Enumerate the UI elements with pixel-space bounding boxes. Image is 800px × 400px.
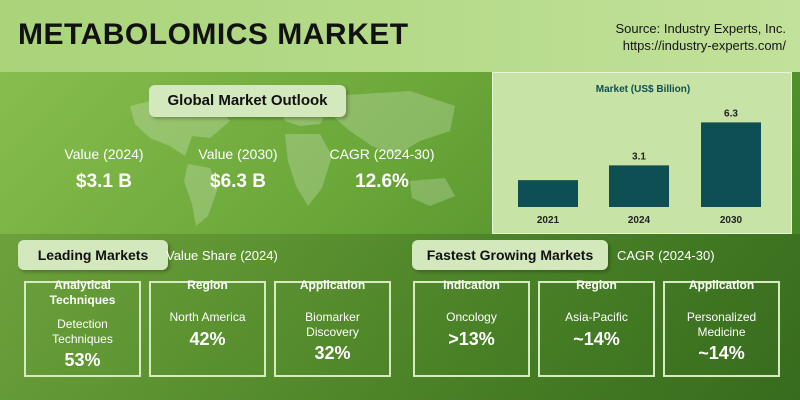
box-value: 53%: [64, 350, 101, 370]
box-text: Personalized Medicine: [686, 310, 757, 339]
box-value: 42%: [189, 329, 226, 349]
tick-label-2021: 2021: [537, 215, 560, 226]
bar-2030: [701, 122, 761, 207]
fastest-markets-sublabel: CAGR (2024-30): [617, 248, 715, 263]
box-value: >13%: [448, 329, 495, 349]
box-head: Application: [688, 278, 755, 292]
leading-markets-heading: Leading Markets: [18, 240, 168, 270]
box-text: Detection Techniques: [52, 317, 113, 346]
kpi-label: CAGR (2024-30): [329, 146, 435, 162]
fastest-markets-heading: Fastest Growing Markets: [412, 240, 608, 270]
fastest-box-application: Application Personalized Medicine ~14%: [663, 278, 780, 377]
bar-2024: [609, 165, 669, 207]
box-head: Indication: [443, 278, 500, 292]
box-text: Oncology: [446, 310, 497, 324]
leading-box-region: Region North America 42%: [149, 278, 266, 377]
box-text: Asia-Pacific: [565, 310, 628, 324]
tick-label-2024: 2024: [628, 215, 651, 226]
kpi-label: Value (2024): [64, 146, 144, 162]
box-head: Application: [299, 278, 366, 292]
header-band: [0, 0, 800, 72]
kpi-value: $3.1 B: [76, 171, 132, 192]
kpi-label: Value (2030): [198, 146, 278, 162]
leading-markets-sublabel: Value Share (2024): [166, 248, 278, 263]
market-bar-chart: Market (US$ Billion) 2021 3.1 2024 6.3 2030: [518, 84, 761, 226]
fastest-box-indication: Indication Oncology >13%: [413, 278, 530, 377]
box-text: Biomarker Discovery: [305, 310, 360, 339]
box-value: ~14%: [698, 343, 745, 363]
kpi-value: $6.3 B: [210, 171, 266, 192]
box-head: Analytical Techniques: [49, 278, 116, 307]
bar-2021: [518, 180, 578, 207]
outlook-heading: Global Market Outlook: [149, 85, 346, 117]
chart-title: Market (US$ Billion): [596, 84, 690, 95]
kpi-value-2030: Value (2030) $6.3 B: [168, 146, 308, 193]
data-label-2030: 6.3: [724, 108, 738, 119]
kpi-cagr: CAGR (2024-30) 12.6%: [312, 146, 452, 193]
box-value: ~14%: [573, 329, 620, 349]
leading-box-application: Application Biomarker Discovery 32%: [274, 278, 391, 377]
source-credit: Source: Industry Experts, Inc. https://i…: [615, 20, 786, 54]
kpi-value: 12.6%: [355, 171, 409, 192]
box-value: 32%: [314, 343, 351, 363]
data-label-2024: 3.1: [632, 151, 646, 162]
box-text: North America: [169, 310, 246, 324]
kpi-value-2024: Value (2024) $3.1 B: [34, 146, 174, 193]
box-head: Region: [576, 278, 617, 292]
source-name: Source: Industry Experts, Inc.: [615, 21, 786, 36]
market-chart-panel: Market (US$ Billion) 2021 3.1 2024 6.3 2030: [492, 72, 792, 234]
box-head: Region: [187, 278, 228, 292]
leading-box-technique: Analytical Techniques Detection Techniqu…: [24, 278, 141, 377]
source-url[interactable]: https://industry-experts.com/: [622, 38, 786, 53]
tick-label-2030: 2030: [720, 215, 743, 226]
page-title: METABOLOMICS MARKET: [18, 18, 409, 51]
fastest-box-region: Region Asia-Pacific ~14%: [538, 278, 655, 377]
